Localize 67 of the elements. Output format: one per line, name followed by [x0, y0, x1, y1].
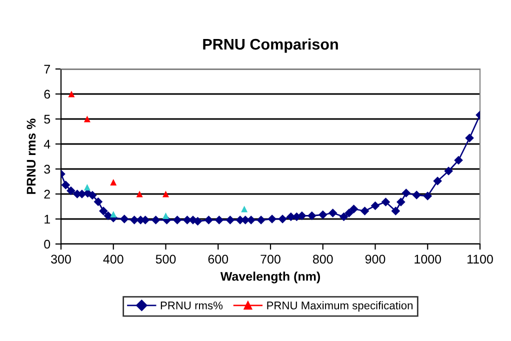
point — [360, 206, 369, 216]
point — [215, 216, 224, 224]
point — [256, 216, 266, 224]
point — [120, 214, 129, 224]
x-tick-label: 900 — [365, 254, 386, 264]
y-tick-label: 5 — [44, 114, 50, 124]
point — [152, 216, 160, 224]
point — [268, 214, 276, 224]
y-tick-label: 3 — [44, 164, 50, 174]
point — [344, 208, 354, 218]
point — [226, 216, 234, 224]
point — [110, 178, 117, 186]
point — [454, 156, 463, 164]
point — [465, 134, 474, 142]
chart-title: PRNU Comparison — [203, 38, 338, 53]
y-tick-label: 7 — [44, 64, 50, 74]
y-tick-label: 0 — [44, 240, 50, 249]
point — [396, 198, 406, 206]
x-tick-label: 400 — [103, 254, 124, 264]
y-tick-label: 6 — [44, 90, 50, 99]
x-tick-label: 1100 — [468, 254, 493, 264]
point — [423, 192, 432, 200]
x-tick-label: 300 — [51, 254, 71, 264]
point — [444, 166, 453, 176]
point — [412, 190, 421, 200]
point — [173, 216, 182, 224]
point — [94, 198, 102, 206]
point — [392, 206, 400, 216]
point — [162, 212, 170, 220]
point — [110, 210, 117, 218]
point — [88, 191, 97, 200]
point — [433, 176, 442, 186]
point — [328, 208, 337, 218]
point — [382, 198, 390, 206]
x-tick-label: 500 — [156, 254, 176, 264]
point — [84, 116, 90, 122]
point — [136, 190, 143, 198]
point — [84, 184, 90, 191]
point — [130, 216, 138, 224]
point — [194, 217, 202, 226]
point — [340, 212, 348, 221]
y-axis-title: PRNU rms % — [26, 118, 36, 194]
point — [62, 180, 70, 190]
point — [104, 212, 112, 220]
point — [308, 212, 316, 220]
x-axis-title: Wavelength (nm) — [220, 272, 320, 284]
point — [402, 188, 410, 198]
point — [204, 216, 213, 224]
point — [298, 212, 306, 220]
point — [241, 206, 248, 212]
point — [99, 206, 108, 216]
x-tick-label: 700 — [260, 254, 280, 264]
x-tick-label: 1000 — [414, 254, 442, 264]
point — [68, 90, 75, 98]
y-tick-label: 2 — [44, 190, 50, 199]
y-tick-label: 1 — [44, 214, 50, 224]
point — [350, 204, 358, 214]
point — [318, 210, 328, 219]
point — [66, 186, 76, 195]
x-tick-label: 800 — [312, 254, 333, 264]
point — [371, 202, 380, 210]
legend-label: PRNU rms% — [160, 302, 223, 310]
point — [162, 190, 170, 198]
legend-label: PRNU Maximum specification — [267, 301, 413, 312]
y-tick-label: 4 — [44, 140, 50, 149]
point — [278, 214, 287, 224]
x-tick-label: 600 — [208, 254, 228, 264]
